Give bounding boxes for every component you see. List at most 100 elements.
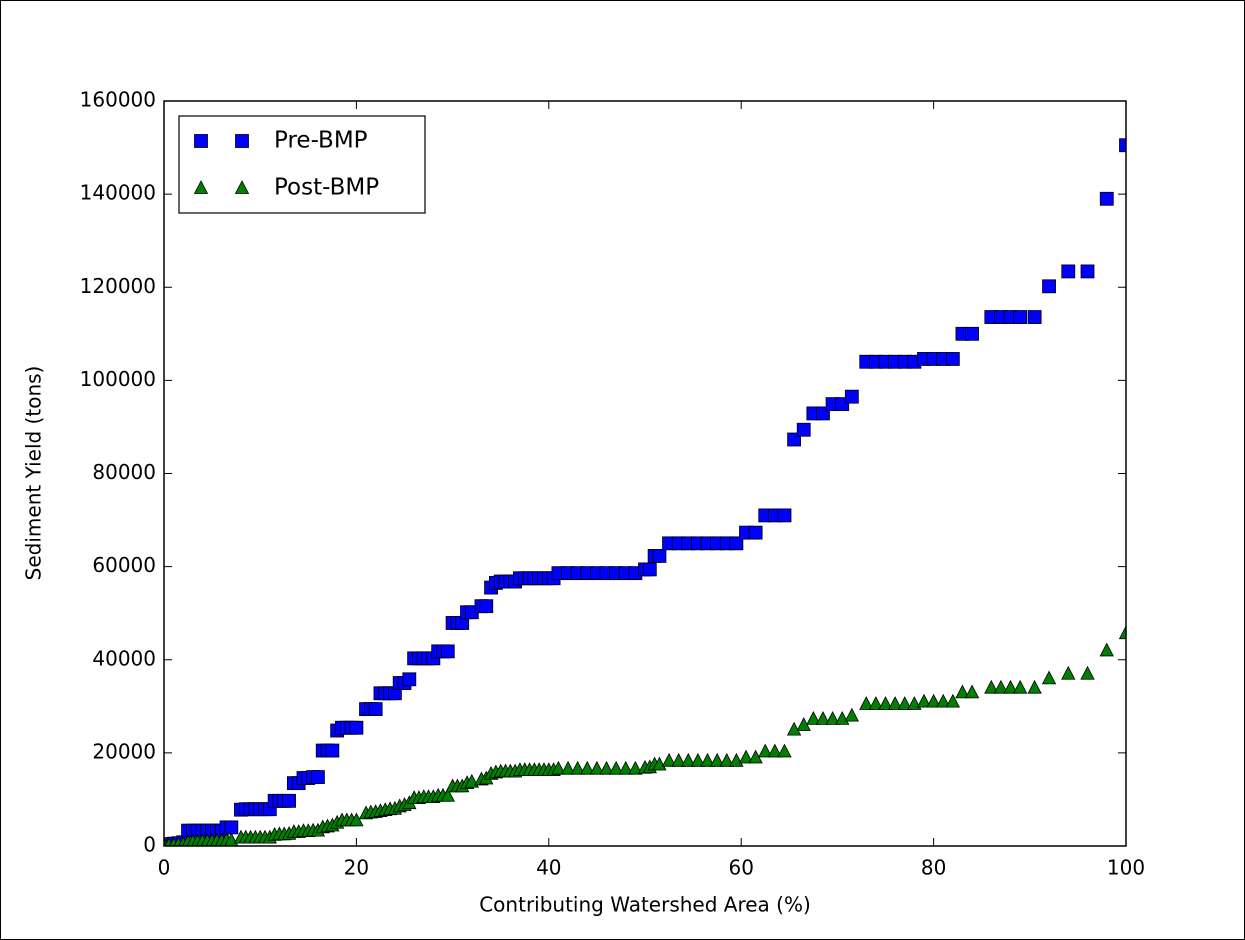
legend-marker — [234, 180, 250, 194]
data-point — [1003, 679, 1018, 694]
data-point — [402, 672, 417, 687]
data-point — [1099, 642, 1114, 657]
data-point — [887, 696, 903, 710]
data-point — [767, 743, 783, 758]
data-point — [440, 644, 455, 659]
data-point — [440, 787, 455, 802]
data-point — [844, 707, 859, 722]
y-tick-label: 0 — [143, 833, 156, 857]
data-point — [681, 752, 696, 767]
data-point — [325, 743, 340, 758]
data-point — [652, 549, 667, 563]
data-point — [1027, 310, 1042, 324]
data-point — [868, 696, 884, 710]
legend-box — [178, 115, 426, 214]
data-point — [786, 721, 802, 736]
data-point — [1042, 279, 1056, 294]
plot-area — [164, 138, 1126, 846]
data-point — [729, 536, 744, 551]
data-point — [719, 752, 734, 767]
x-tick-label: 40 — [536, 856, 561, 880]
data-point — [844, 389, 859, 404]
x-tick-label: 80 — [921, 856, 946, 880]
data-point — [859, 696, 874, 710]
data-point — [661, 752, 677, 767]
data-point — [758, 743, 773, 758]
data-point — [945, 352, 960, 366]
data-point — [1099, 191, 1114, 206]
x-tick-label: 20 — [344, 856, 369, 880]
x-tick-label: 60 — [728, 856, 753, 880]
data-point — [984, 679, 999, 694]
legend-label: Pre-BMP — [274, 128, 368, 154]
data-point — [282, 793, 296, 808]
x-axis-label: Contributing Watershed Area (%) — [479, 893, 811, 917]
data-point — [608, 760, 624, 775]
data-point — [993, 679, 1009, 694]
data-point — [926, 693, 941, 708]
data-point — [642, 562, 657, 577]
x-tick-label: 100 — [1107, 856, 1145, 880]
data-point — [825, 711, 840, 725]
data-point — [907, 696, 922, 710]
legend-label: Post-BMP — [274, 175, 379, 201]
data-point — [1119, 138, 1126, 153]
data-point — [1080, 665, 1095, 680]
y-tick-label: 140000 — [80, 181, 156, 205]
y-axis-label: Sediment Yield (tons) — [22, 366, 46, 581]
data-point — [964, 684, 980, 699]
legend-marker — [194, 134, 208, 148]
data-point — [1013, 310, 1028, 324]
data-point — [897, 696, 912, 710]
data-point — [738, 749, 754, 764]
data-point — [589, 760, 605, 775]
y-tick-label: 100000 — [80, 367, 156, 391]
data-point — [1080, 264, 1095, 279]
legend-marker — [235, 134, 249, 148]
data-point — [599, 760, 614, 775]
data-point — [368, 702, 383, 717]
data-point — [777, 743, 792, 758]
data-point — [551, 760, 566, 775]
data-point — [700, 752, 715, 767]
data-point — [709, 752, 725, 767]
y-tick-label: 60000 — [92, 553, 156, 577]
data-point — [349, 812, 364, 827]
data-point — [916, 693, 932, 708]
x-tick-label: 0 — [158, 856, 171, 880]
data-point — [570, 760, 585, 775]
data-point — [1118, 625, 1126, 640]
data-point — [349, 720, 364, 735]
data-point — [815, 711, 831, 725]
data-point — [652, 756, 667, 771]
data-point — [936, 693, 951, 708]
data-point — [796, 422, 811, 437]
data-point — [748, 525, 763, 540]
data-point — [690, 752, 706, 767]
data-point — [618, 760, 633, 775]
y-tick-label: 20000 — [92, 739, 156, 763]
y-tick-label: 40000 — [92, 646, 156, 670]
data-point — [224, 820, 239, 835]
data-point — [945, 693, 960, 708]
data-point — [1041, 670, 1057, 685]
data-point — [878, 696, 893, 710]
data-point — [580, 760, 595, 775]
data-point — [1061, 665, 1076, 680]
data-point — [777, 508, 792, 523]
data-point — [1027, 679, 1042, 694]
data-point — [1013, 679, 1028, 694]
data-point — [628, 760, 643, 775]
y-tick-label: 120000 — [80, 274, 156, 298]
data-point — [671, 752, 686, 767]
data-point — [560, 760, 576, 775]
data-point — [1061, 264, 1076, 279]
data-point — [806, 711, 821, 725]
data-point — [479, 599, 494, 614]
data-point — [965, 326, 979, 341]
data-point — [311, 770, 325, 784]
data-point — [955, 684, 970, 699]
legend-marker — [193, 180, 209, 194]
